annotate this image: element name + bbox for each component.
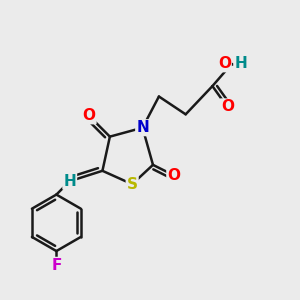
Text: O: O (218, 56, 231, 71)
Text: S: S (127, 177, 138, 192)
Text: F: F (51, 258, 62, 273)
Text: H: H (234, 56, 247, 71)
Text: O: O (82, 108, 96, 123)
Text: H: H (63, 174, 76, 189)
Text: O: O (221, 99, 234, 114)
Text: N: N (136, 120, 149, 135)
Text: O: O (167, 168, 180, 183)
